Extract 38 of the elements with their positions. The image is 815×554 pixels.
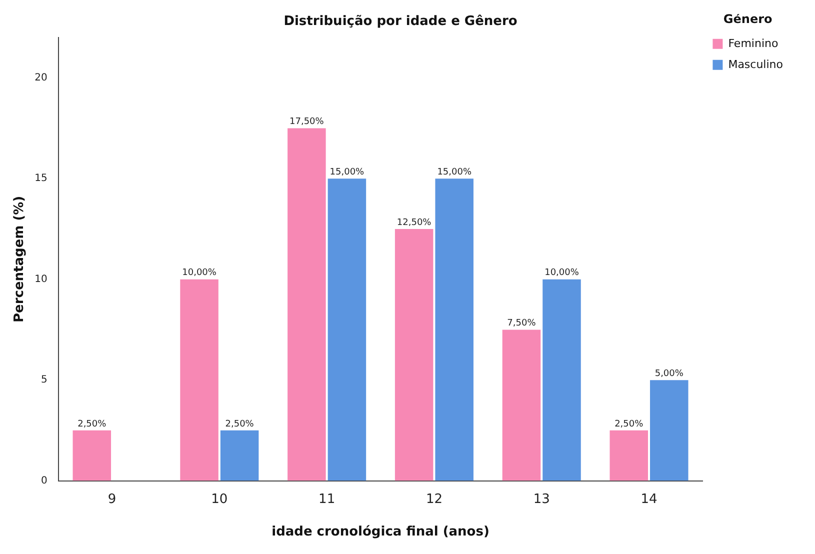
bar <box>650 380 688 481</box>
bar <box>394 228 434 481</box>
x-tick-label: 10 <box>211 492 228 507</box>
data-label: 2,50% <box>225 419 254 430</box>
bar <box>435 178 474 481</box>
bar <box>502 330 541 481</box>
bar <box>542 279 581 481</box>
data-label: 10,00% <box>544 268 580 278</box>
data-label: 15,00% <box>330 167 365 178</box>
bar <box>328 178 366 481</box>
y-tick-label: 20 <box>34 72 48 84</box>
y-tick-label: 0 <box>40 475 48 486</box>
x-tick-label: 12 <box>426 492 442 507</box>
x-axis-title: idade cronológica final (anos) <box>272 524 490 540</box>
x-tick-label: 14 <box>640 492 658 507</box>
legend-label: Feminino <box>728 36 778 50</box>
data-label: 5,00% <box>654 368 684 379</box>
data-label: 2,50% <box>78 419 107 430</box>
data-label: 2,50% <box>614 419 644 430</box>
data-label: 12,50% <box>396 218 432 228</box>
data-label: 17,50% <box>290 117 324 128</box>
chart-title: Distribuição por idade e Gênero <box>284 14 518 30</box>
data-label: 15,00% <box>437 167 472 178</box>
y-axis-title: Percentagem (%) <box>12 196 28 323</box>
bar <box>220 430 259 481</box>
bar <box>610 430 648 481</box>
data-label: 10,00% <box>182 268 217 278</box>
bar <box>180 279 218 481</box>
data-label: 7,50% <box>507 318 536 329</box>
y-tick-label: 10 <box>34 274 48 285</box>
legend-label: Masculino <box>728 58 784 71</box>
y-tick-label: 15 <box>34 173 48 184</box>
bar <box>72 430 112 481</box>
x-tick-label: 9 <box>108 492 116 507</box>
x-tick-label: 11 <box>318 492 336 507</box>
x-tick-label: 13 <box>533 492 550 507</box>
bar <box>288 128 326 481</box>
y-tick-label: 5 <box>40 374 48 386</box>
